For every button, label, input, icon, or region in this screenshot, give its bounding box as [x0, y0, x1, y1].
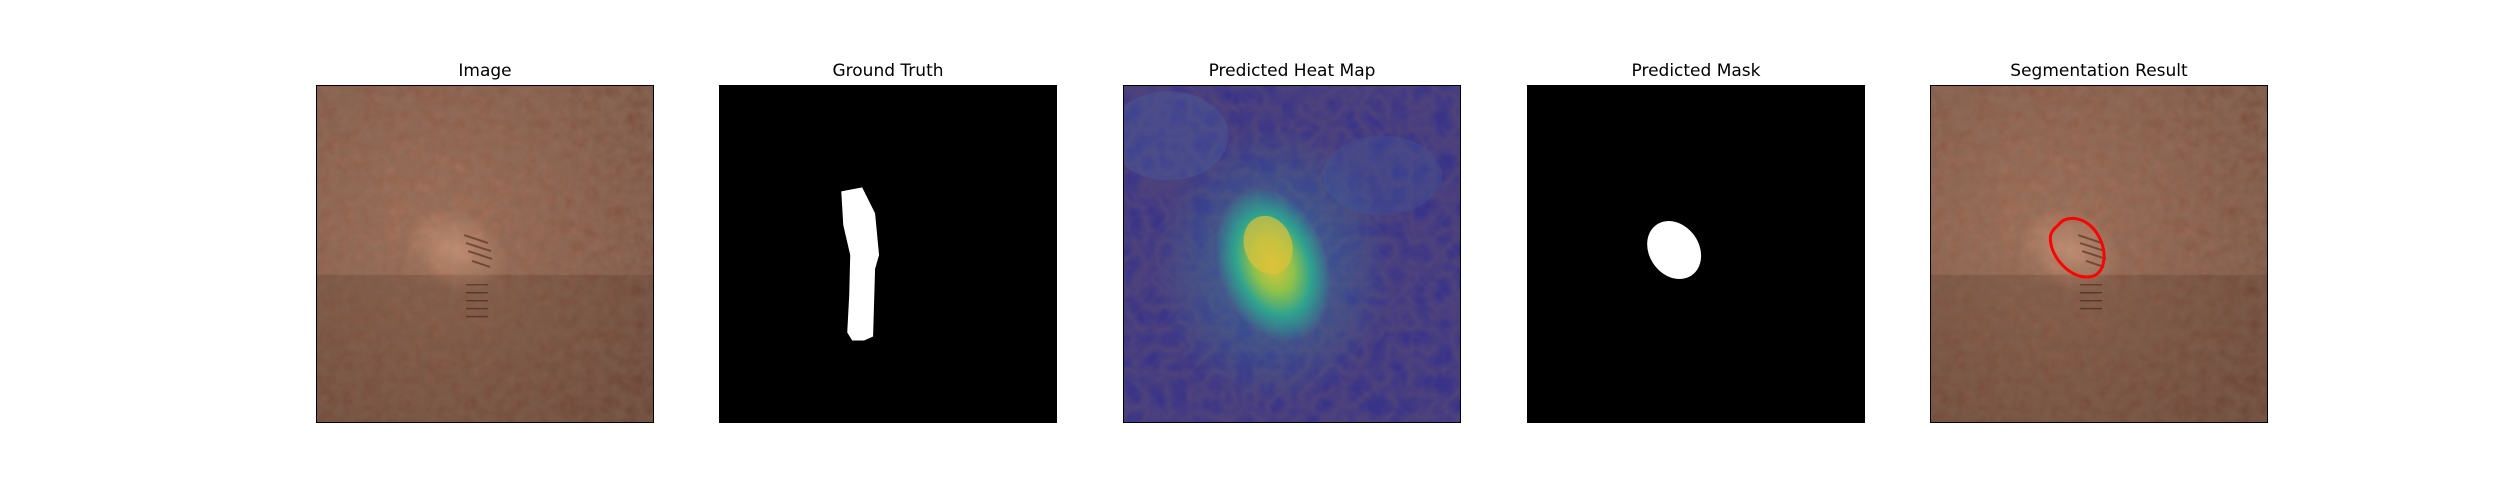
predicted-region [1647, 221, 1702, 280]
panel-ground-truth: Ground Truth [719, 58, 1057, 423]
segmentation-overlay [1930, 85, 2268, 423]
panel-heat-map: Predicted Heat Map [1123, 58, 1461, 423]
panel-predicted-mask: Predicted Mask [1527, 58, 1865, 423]
ground-truth-region [841, 187, 880, 341]
segmentation-contour [2048, 216, 2106, 279]
panel-segmentation-result: Segmentation Result [1930, 58, 2268, 423]
ground-truth-mask [719, 85, 1057, 423]
panel-title: Segmentation Result [2010, 61, 2188, 81]
panel-title: Predicted Mask [1631, 61, 1761, 81]
panel-title: Image [458, 61, 512, 81]
predicted-mask [1527, 85, 1865, 423]
heat-map [1123, 85, 1461, 423]
leather-image [316, 85, 654, 423]
defect-scratch [463, 234, 493, 318]
panel-title: Predicted Heat Map [1208, 61, 1376, 81]
panel-title: Ground Truth [832, 61, 944, 81]
panel-image: Image [316, 58, 654, 423]
